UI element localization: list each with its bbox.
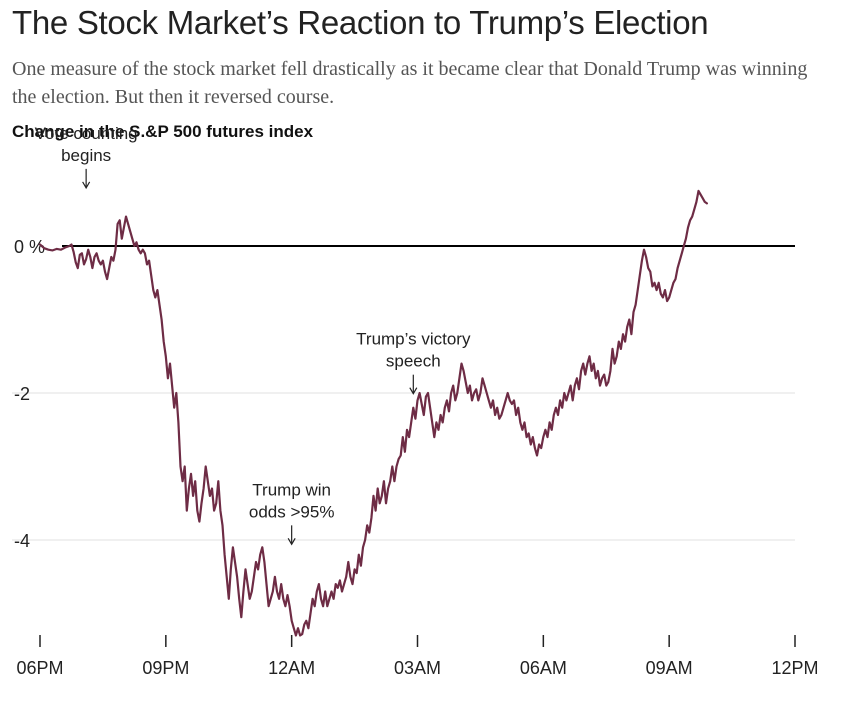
series-line-0 (38, 189, 708, 637)
annotation-0-arrowhead (82, 181, 91, 190)
annotation-0-line-1: begins (61, 146, 111, 165)
annotation-2: Trump’s victory speech (356, 330, 471, 395)
x-tick-label-1: 09PM (142, 658, 189, 678)
annotation-2-arrowhead (409, 387, 418, 395)
page-subtitle: One measure of the stock market fell dra… (12, 58, 808, 108)
x-tick-label-3: 03AM (394, 658, 441, 678)
annotation-0-line-0: Vote counting (35, 124, 138, 143)
series-layer (38, 189, 708, 637)
y-tick-label-0: 0 % (14, 237, 45, 257)
annotation-1-line-1: odds >95% (249, 502, 335, 521)
y-tick-label-2: -4 (14, 531, 30, 551)
y-axis: 0 % -2 -4 (14, 237, 45, 551)
x-tick-label-0: 06PM (16, 658, 63, 678)
annotation-2-line-1: speech (386, 352, 441, 371)
x-tick-label-6: 12PM (771, 658, 818, 678)
y-tick-label-1: -2 (14, 384, 30, 404)
annotation-2-line-0: Trump’s victory (356, 330, 471, 349)
annotation-0: Vote counting begins (35, 124, 138, 190)
chart-title: Change in the S.&P 500 futures index (12, 122, 314, 141)
x-axis: 06PM 09PM 12AM 03AM 06AM 09AM 12PM (16, 635, 819, 678)
annotation-1: Trump win odds >95% (249, 480, 335, 546)
x-tick-label-4: 06AM (520, 658, 567, 678)
x-tick-label-2: 12AM (268, 658, 315, 678)
page-title: The Stock Market’s Reaction to Trump’s E… (12, 4, 709, 41)
grid-layer (12, 245, 795, 541)
annotation-1-arrowhead (287, 538, 296, 546)
x-tick-label-5: 09AM (646, 658, 693, 678)
annotation-1-line-0: Trump win (252, 480, 331, 499)
